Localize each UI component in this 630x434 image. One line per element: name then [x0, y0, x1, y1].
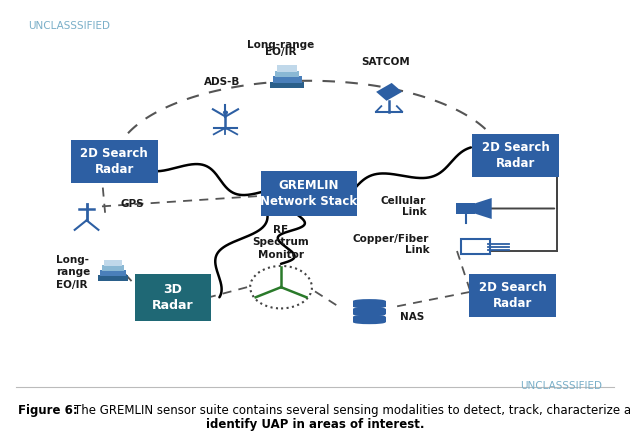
FancyBboxPatch shape — [104, 260, 122, 266]
FancyBboxPatch shape — [102, 265, 124, 271]
Text: Cellular
Link: Cellular Link — [381, 196, 426, 217]
Ellipse shape — [353, 307, 386, 311]
Text: UNCLASSSIFIED: UNCLASSSIFIED — [520, 381, 602, 391]
Text: EO/IR: EO/IR — [265, 46, 297, 57]
Text: The GREMLIN sensor suite contains several sensing modalities to detect, track, c: The GREMLIN sensor suite contains severa… — [74, 404, 630, 418]
Ellipse shape — [353, 299, 386, 303]
FancyBboxPatch shape — [353, 309, 386, 315]
Circle shape — [224, 111, 227, 114]
Text: UNCLASSSIFIED: UNCLASSSIFIED — [28, 21, 110, 31]
FancyBboxPatch shape — [277, 65, 297, 72]
FancyBboxPatch shape — [71, 141, 158, 183]
FancyBboxPatch shape — [461, 239, 490, 254]
FancyBboxPatch shape — [273, 76, 302, 83]
Polygon shape — [376, 83, 402, 101]
FancyBboxPatch shape — [261, 171, 357, 216]
Polygon shape — [474, 198, 491, 219]
FancyBboxPatch shape — [270, 82, 304, 88]
Ellipse shape — [353, 315, 386, 319]
Text: SATCOM: SATCOM — [362, 57, 410, 67]
Text: Figure 6:: Figure 6: — [18, 404, 77, 418]
Text: 2D Search
Radar: 2D Search Radar — [482, 141, 549, 170]
Text: NAS: NAS — [400, 312, 425, 322]
FancyBboxPatch shape — [457, 203, 476, 214]
Ellipse shape — [353, 320, 386, 324]
Text: Copper/Fiber
Link: Copper/Fiber Link — [353, 234, 429, 256]
Text: 2D Search
Radar: 2D Search Radar — [479, 281, 546, 310]
FancyBboxPatch shape — [275, 71, 299, 77]
FancyBboxPatch shape — [98, 275, 129, 281]
Text: GPS: GPS — [120, 199, 144, 209]
Ellipse shape — [353, 305, 386, 309]
FancyBboxPatch shape — [100, 270, 126, 276]
Ellipse shape — [353, 312, 386, 316]
FancyBboxPatch shape — [353, 301, 386, 307]
Text: 2D Search
Radar: 2D Search Radar — [81, 147, 148, 176]
FancyBboxPatch shape — [135, 274, 210, 321]
Text: 3D
Radar: 3D Radar — [152, 283, 194, 312]
Text: Long-
range
EO/IR: Long- range EO/IR — [55, 255, 90, 289]
Text: identify UAP in areas of interest.: identify UAP in areas of interest. — [206, 418, 424, 431]
FancyBboxPatch shape — [353, 317, 386, 322]
Text: GREMLIN
Network Stack: GREMLIN Network Stack — [260, 179, 357, 208]
Text: RF
Spectrum
Monitor: RF Spectrum Monitor — [253, 225, 309, 260]
Text: Long-range: Long-range — [248, 40, 314, 50]
FancyBboxPatch shape — [469, 274, 556, 317]
Circle shape — [250, 266, 312, 309]
FancyBboxPatch shape — [472, 134, 559, 177]
Text: ADS-B: ADS-B — [204, 77, 241, 87]
